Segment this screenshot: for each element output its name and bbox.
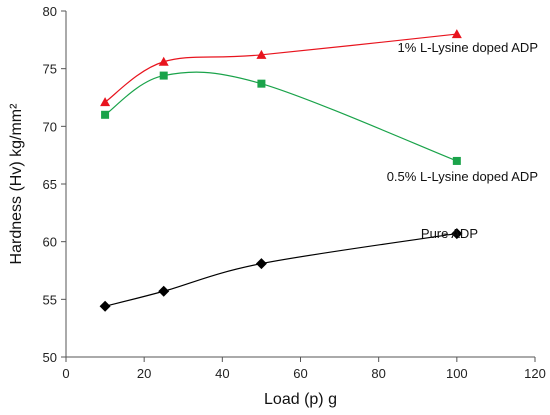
x-tick-label: 20 bbox=[137, 366, 151, 381]
y-tick-label: 65 bbox=[43, 177, 57, 192]
series-0-5pct-lysine bbox=[101, 71, 461, 165]
square-marker bbox=[452, 156, 461, 165]
series-line bbox=[104, 71, 458, 162]
square-marker bbox=[101, 110, 110, 119]
series-labels: 1% L-Lysine doped ADP 0.5% L-Lysine doped… bbox=[387, 40, 538, 241]
y-tick-label: 55 bbox=[43, 292, 57, 307]
x-tick-label: 0 bbox=[62, 366, 69, 381]
y-tick-label: 60 bbox=[43, 235, 57, 250]
axes bbox=[65, 11, 535, 358]
y-tick-label: 50 bbox=[43, 350, 57, 365]
x-tick-label: 100 bbox=[446, 366, 468, 381]
diamond-marker bbox=[451, 228, 463, 240]
series-layer bbox=[99, 29, 463, 312]
diamond-marker bbox=[99, 300, 111, 312]
series-label: 1% L-Lysine doped ADP bbox=[398, 40, 538, 55]
square-marker bbox=[159, 71, 168, 80]
x-tick-label: 80 bbox=[371, 366, 385, 381]
x-tick-label: 60 bbox=[293, 366, 307, 381]
y-axis-title: Hardness (Hv) kg/mm² bbox=[8, 103, 25, 265]
series-1pct-lysine bbox=[100, 29, 462, 107]
series-line bbox=[104, 232, 457, 307]
x-axis-title: Load (p) g bbox=[264, 391, 337, 408]
x-tick-label: 40 bbox=[215, 366, 229, 381]
diamond-marker bbox=[255, 258, 267, 270]
series-pure-adp bbox=[99, 228, 463, 312]
triangle-marker bbox=[100, 97, 111, 107]
ticks: 0 20 40 60 80 100 120 50 55 60 65 70 75 80 bbox=[43, 4, 546, 381]
series-label: 0.5% L-Lysine doped ADP bbox=[387, 169, 538, 184]
y-tick-label: 75 bbox=[43, 62, 57, 77]
x-tick-label: 120 bbox=[524, 366, 546, 381]
y-tick-label: 80 bbox=[43, 4, 57, 19]
triangle-marker bbox=[451, 29, 462, 39]
triangle-marker bbox=[158, 56, 169, 66]
series-line bbox=[104, 33, 457, 103]
series-label: Pure ADP bbox=[421, 226, 478, 241]
triangle-marker bbox=[256, 49, 267, 59]
y-tick-label: 70 bbox=[43, 119, 57, 134]
diamond-marker bbox=[158, 285, 170, 297]
square-marker bbox=[257, 79, 266, 88]
